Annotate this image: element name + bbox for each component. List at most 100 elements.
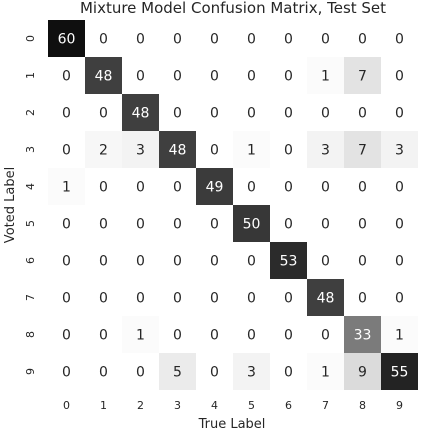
heatmap-cell [307,20,344,57]
heatmap-cell [307,57,344,94]
heatmap-cell [85,242,122,279]
heatmap-cell [122,353,159,390]
y-tick-label: 0 [24,35,37,42]
cell-value-label: 1 [321,69,330,85]
heatmap-cell [196,168,233,205]
cell-value-label: 0 [173,254,182,270]
x-axis-label: True Label [198,417,266,432]
heatmap-cell [122,242,159,279]
cell-value-label: 0 [284,328,293,344]
heatmap-cell [233,20,270,57]
cell-value-label: 0 [210,328,219,344]
cell-value-label: 0 [136,180,145,196]
cell-value-label: 0 [136,291,145,307]
cell-value-label: 0 [210,217,219,233]
heatmap-cell [307,94,344,131]
heatmap-cell [48,94,85,131]
cell-value-label: 0 [136,69,145,85]
cell-value-label: 0 [284,180,293,196]
cell-value-label: 48 [169,143,187,159]
cell-value-label: 0 [62,365,71,381]
heatmap-cell [48,131,85,168]
cell-value-label: 0 [62,106,71,122]
y-tick-label: 8 [24,331,37,338]
heatmap-cell [48,242,85,279]
x-tick-label: 8 [359,399,366,412]
heatmap-cell [159,131,196,168]
cell-value-label: 0 [395,32,404,48]
cell-value-label: 0 [210,365,219,381]
cell-value-label: 0 [247,254,256,270]
heatmap-cell [233,242,270,279]
heatmap-cell [196,20,233,57]
heatmap-cell [307,353,344,390]
cell-value-label: 3 [321,143,330,159]
cell-value-label: 0 [173,328,182,344]
heatmap-cell [159,20,196,57]
heatmap-cell [270,205,307,242]
heatmap-cell [159,94,196,131]
cell-value-label: 0 [321,328,330,344]
y-tick-label: 9 [24,368,37,375]
heatmap-cell [159,279,196,316]
cell-value-label: 0 [284,32,293,48]
cell-value-label: 0 [62,217,71,233]
x-tick-label: 6 [285,399,292,412]
heatmap-cell [122,279,159,316]
heatmap-cell [233,168,270,205]
cell-value-label: 48 [317,291,335,307]
cell-value-label: 0 [395,217,404,233]
cell-value-label: 0 [99,291,108,307]
heatmap-cell [233,279,270,316]
heatmap-cell [270,131,307,168]
heatmap-cell [381,94,418,131]
cell-value-label: 0 [284,291,293,307]
cell-value-label: 53 [280,254,298,270]
cell-value-label: 0 [247,328,256,344]
heatmap-cell [270,168,307,205]
heatmap-cell [307,205,344,242]
heatmap-cell [233,94,270,131]
cell-value-label: 1 [247,143,256,159]
x-tick-label: 9 [396,399,403,412]
heatmap-cell [233,57,270,94]
heatmap-cell [344,131,381,168]
cell-value-label: 0 [247,106,256,122]
heatmap-cell [196,57,233,94]
cell-value-label: 50 [243,217,261,233]
heatmap-cell [122,20,159,57]
cell-value-label: 0 [321,180,330,196]
cell-value-label: 0 [284,217,293,233]
cell-value-label: 0 [62,328,71,344]
heatmap-cell [85,94,122,131]
heatmap-cell [48,353,85,390]
cell-value-label: 0 [173,69,182,85]
heatmap-cell [122,205,159,242]
cell-value-label: 0 [284,106,293,122]
heatmap-cell [48,168,85,205]
heatmap-cell [344,353,381,390]
heatmap-cell [344,57,381,94]
cell-value-label: 0 [321,217,330,233]
heatmap-cell [270,316,307,353]
heatmap-cell [85,168,122,205]
y-tick-labels: 0 1 2 3 4 5 6 7 8 9 [24,35,37,375]
heatmap-cell [381,353,418,390]
x-tick-label: 0 [63,399,70,412]
heatmap-cell [307,131,344,168]
cell-value-label: 60 [58,32,76,48]
heatmap-cell [159,242,196,279]
cell-value-label: 0 [247,32,256,48]
heatmap-cell [85,57,122,94]
cell-value-label: 55 [391,365,409,381]
cell-value-label: 0 [99,32,108,48]
cell-value-label: 0 [210,106,219,122]
heatmap-cell [48,20,85,57]
cell-value-label: 0 [99,106,108,122]
cell-value-label: 0 [62,143,71,159]
cell-value-label: 0 [247,69,256,85]
x-tick-label: 4 [211,399,218,412]
cell-value-label: 0 [395,180,404,196]
x-tick-label: 7 [322,399,329,412]
heatmap-cell [381,168,418,205]
